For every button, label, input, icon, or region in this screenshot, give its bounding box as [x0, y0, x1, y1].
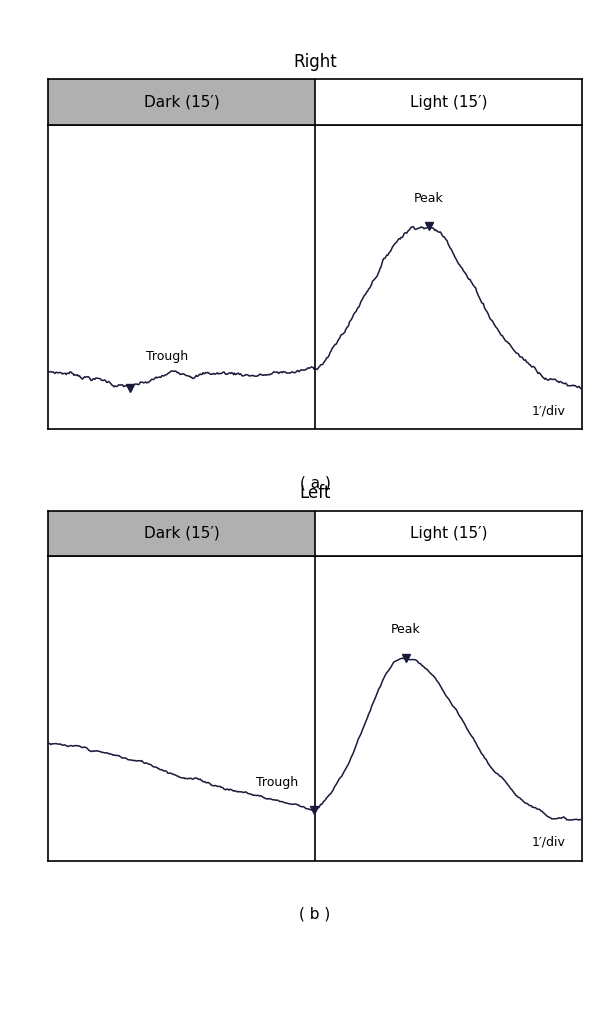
Text: Trough: Trough	[146, 350, 188, 363]
Text: 1′/div: 1′/div	[532, 835, 566, 849]
Text: Light (15′): Light (15′)	[410, 94, 487, 110]
Text: Trough: Trough	[256, 776, 298, 789]
Text: Dark (15′): Dark (15′)	[143, 94, 220, 110]
Text: Peak: Peak	[391, 623, 421, 636]
Text: ( b ): ( b )	[299, 906, 331, 922]
Text: Left: Left	[299, 484, 331, 502]
Text: Light (15′): Light (15′)	[410, 526, 487, 541]
Text: Dark (15′): Dark (15′)	[143, 526, 220, 541]
Bar	[315, 511, 582, 556]
Bar	[48, 511, 315, 556]
Text: ( a ): ( a )	[299, 475, 331, 490]
Text: Right: Right	[293, 53, 337, 71]
Text: Peak: Peak	[414, 192, 444, 205]
Bar	[48, 79, 315, 125]
Bar	[315, 79, 582, 125]
Text: 1′/div: 1′/div	[532, 404, 566, 417]
